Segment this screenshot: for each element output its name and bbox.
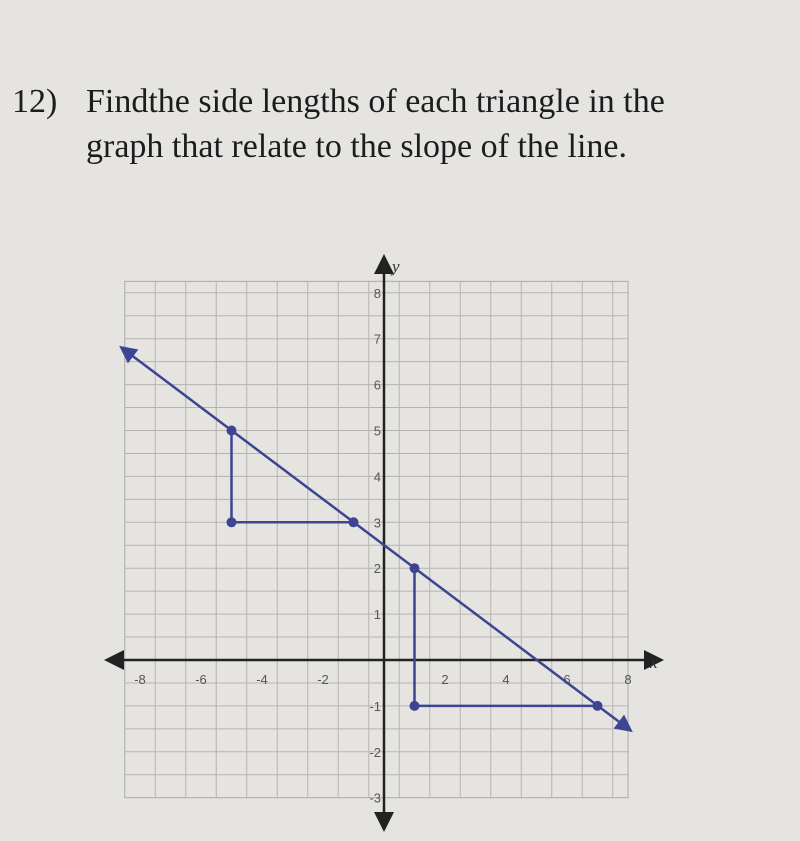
y-tick-label: -3	[369, 791, 381, 806]
x-axis-label: x	[649, 653, 658, 672]
y-tick-label: 1	[374, 607, 381, 622]
x-tick-label: -8	[134, 672, 146, 687]
y-axis-label: y	[390, 257, 400, 276]
point	[348, 517, 359, 528]
x-tick-label: 4	[502, 672, 509, 687]
x-tick-label: -2	[317, 672, 329, 687]
y-tick-label: -2	[369, 745, 381, 760]
y-tick-label: 3	[374, 515, 381, 530]
point	[226, 517, 237, 528]
y-tick-label: 4	[374, 469, 381, 484]
y-tick-label: 7	[374, 332, 381, 347]
problem-text: Findthe side lengths of each triangle in…	[86, 83, 665, 120]
point	[409, 563, 420, 574]
y-tick-label: -1	[369, 699, 381, 714]
x-tick-label: -4	[256, 672, 268, 687]
point	[226, 425, 237, 436]
y-tick-label: 5	[374, 424, 381, 439]
sloped-line	[119, 345, 633, 733]
y-tick-label: 6	[374, 378, 381, 393]
point	[592, 700, 603, 711]
x-tick-label: -6	[195, 672, 207, 687]
problem-text: graph that relate to the slope of the li…	[86, 128, 627, 165]
problem-number: 12)	[12, 83, 57, 120]
y-tick-label: 8	[374, 286, 381, 301]
x-tick-label: 2	[441, 672, 448, 687]
point	[409, 700, 420, 711]
points	[226, 425, 603, 711]
x-tick-label: 8	[624, 672, 631, 687]
y-tick-label: 2	[374, 561, 381, 576]
